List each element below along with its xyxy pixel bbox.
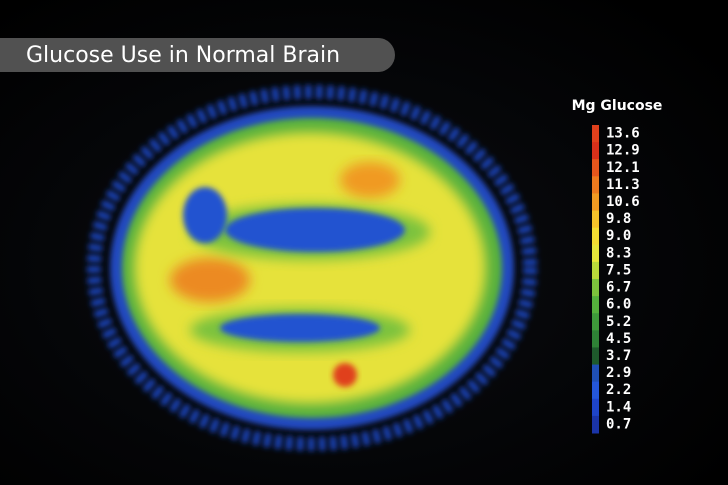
legend-swatch: [592, 159, 599, 177]
legend-label: 13.6: [606, 126, 640, 142]
brain-scan: [87, 85, 537, 451]
legend-label: 3.7: [606, 348, 631, 364]
legend-label: 12.9: [606, 143, 640, 159]
legend-label: 6.0: [606, 297, 631, 313]
legend-label: 4.5: [606, 331, 631, 347]
legend-label: 5.2: [606, 314, 631, 330]
legend-swatch: [592, 244, 599, 263]
legend-label: 0.7: [606, 416, 631, 432]
legend-title: Mg Glucose: [572, 98, 663, 114]
scan-hotspot: [340, 162, 400, 198]
scan-outer-ring: [87, 85, 537, 451]
legend-label: 11.3: [606, 177, 640, 193]
legend-swatch: [592, 176, 599, 194]
legend-label: 10.6: [606, 194, 640, 210]
legend-swatch: [592, 381, 599, 400]
legend-swatch: [592, 261, 599, 280]
scan-hotspot: [170, 258, 250, 302]
legend-label: 1.4: [606, 399, 631, 415]
title-banner: [0, 38, 395, 72]
legend-label: 12.1: [606, 160, 640, 176]
legend-label: 2.9: [606, 365, 631, 381]
legend-swatch: [592, 296, 599, 314]
title: Glucose Use in Normal Brain: [26, 43, 340, 68]
legend-label: 6.7: [606, 280, 631, 296]
legend-label: 9.8: [606, 211, 631, 227]
legend-swatch: [592, 279, 599, 297]
legend: 13.612.912.111.310.69.89.08.37.5 6.76.05.…: [592, 125, 640, 434]
legend-swatch: [592, 364, 599, 383]
legend-label: 7.5: [606, 262, 631, 278]
legend-swatch: [592, 330, 599, 348]
legend-label: 8.3: [606, 245, 631, 261]
legend-swatch: [592, 227, 599, 246]
legend-swatch: [592, 125, 599, 143]
scan-hotspot: [333, 363, 357, 387]
scan-ventricle: [183, 187, 227, 243]
legend-swatch: [592, 142, 599, 160]
scan-ventricle: [220, 314, 380, 342]
legend-label: 9.0: [606, 228, 631, 244]
legend-swatch: [592, 347, 599, 366]
legend-swatch: [592, 313, 599, 331]
legend-swatch: [592, 210, 599, 229]
legend-label: 2.2: [606, 382, 631, 398]
scan-ventricle: [225, 208, 405, 252]
legend-swatch: [592, 398, 599, 417]
legend-swatch: [592, 193, 599, 212]
legend-swatch: [592, 415, 599, 434]
